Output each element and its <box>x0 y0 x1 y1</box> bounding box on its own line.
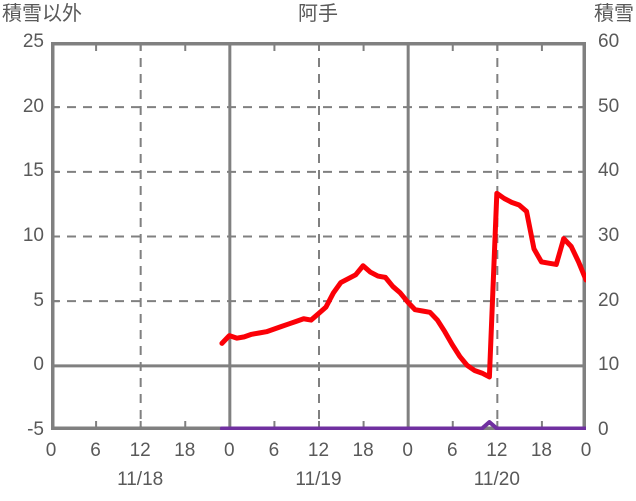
x-axis-tick: 6 <box>90 440 101 461</box>
left-axis-tick: 20 <box>22 95 44 117</box>
x-axis-tick: 0 <box>45 440 57 461</box>
right-axis-tick: 30 <box>598 225 620 246</box>
x-axis-tick: 12 <box>129 440 151 461</box>
left-axis-tick-labels: -5 0 5 10 15 20 25 <box>0 32 44 439</box>
x-axis-tick: 6 <box>268 440 280 461</box>
x-axis-tick: 0 <box>224 440 235 461</box>
left-axis-tick: 25 <box>22 31 44 52</box>
left-axis-tick: 15 <box>22 160 44 182</box>
right-axis-tick: 10 <box>598 354 620 376</box>
x-axis-tick: 18 <box>352 440 374 461</box>
day-label: 11/18 <box>117 469 164 490</box>
left-axis-tick: 0 <box>33 354 44 376</box>
day-label: 11/19 <box>295 469 342 490</box>
right-axis-tick: 20 <box>598 289 620 311</box>
x-axis-tick: 0 <box>402 440 413 461</box>
plot-area <box>50 41 589 432</box>
x-axis-tick: 18 <box>530 440 552 461</box>
right-axis-tick: 60 <box>598 31 620 52</box>
chart-svg <box>50 41 589 432</box>
right-axis-tick: 40 <box>598 160 620 182</box>
x-axis-tick: 6 <box>446 440 458 461</box>
left-axis-tick: 10 <box>22 225 44 246</box>
temperature-line <box>219 190 589 380</box>
x-axis-tick: 0 <box>580 440 592 461</box>
right-axis-title: 積雪 <box>594 3 634 25</box>
day-label: 11/20 <box>473 469 520 490</box>
right-axis-tick: 0 <box>598 419 609 440</box>
right-axis-tick: 50 <box>598 95 620 117</box>
right-axis-tick-labels: 0 10 20 30 40 50 60 <box>592 32 636 439</box>
left-axis-tick: -5 <box>27 419 44 440</box>
snow-depth-line <box>219 420 588 431</box>
x-axis-tick: 12 <box>307 440 330 461</box>
x-axis-tick: 18 <box>174 440 196 461</box>
chart-title: 阿手 <box>298 3 338 25</box>
left-axis-tick: 5 <box>33 289 44 311</box>
x-axis-tick: 12 <box>486 440 508 461</box>
left-axis-title: 積雪以外 <box>2 3 82 25</box>
